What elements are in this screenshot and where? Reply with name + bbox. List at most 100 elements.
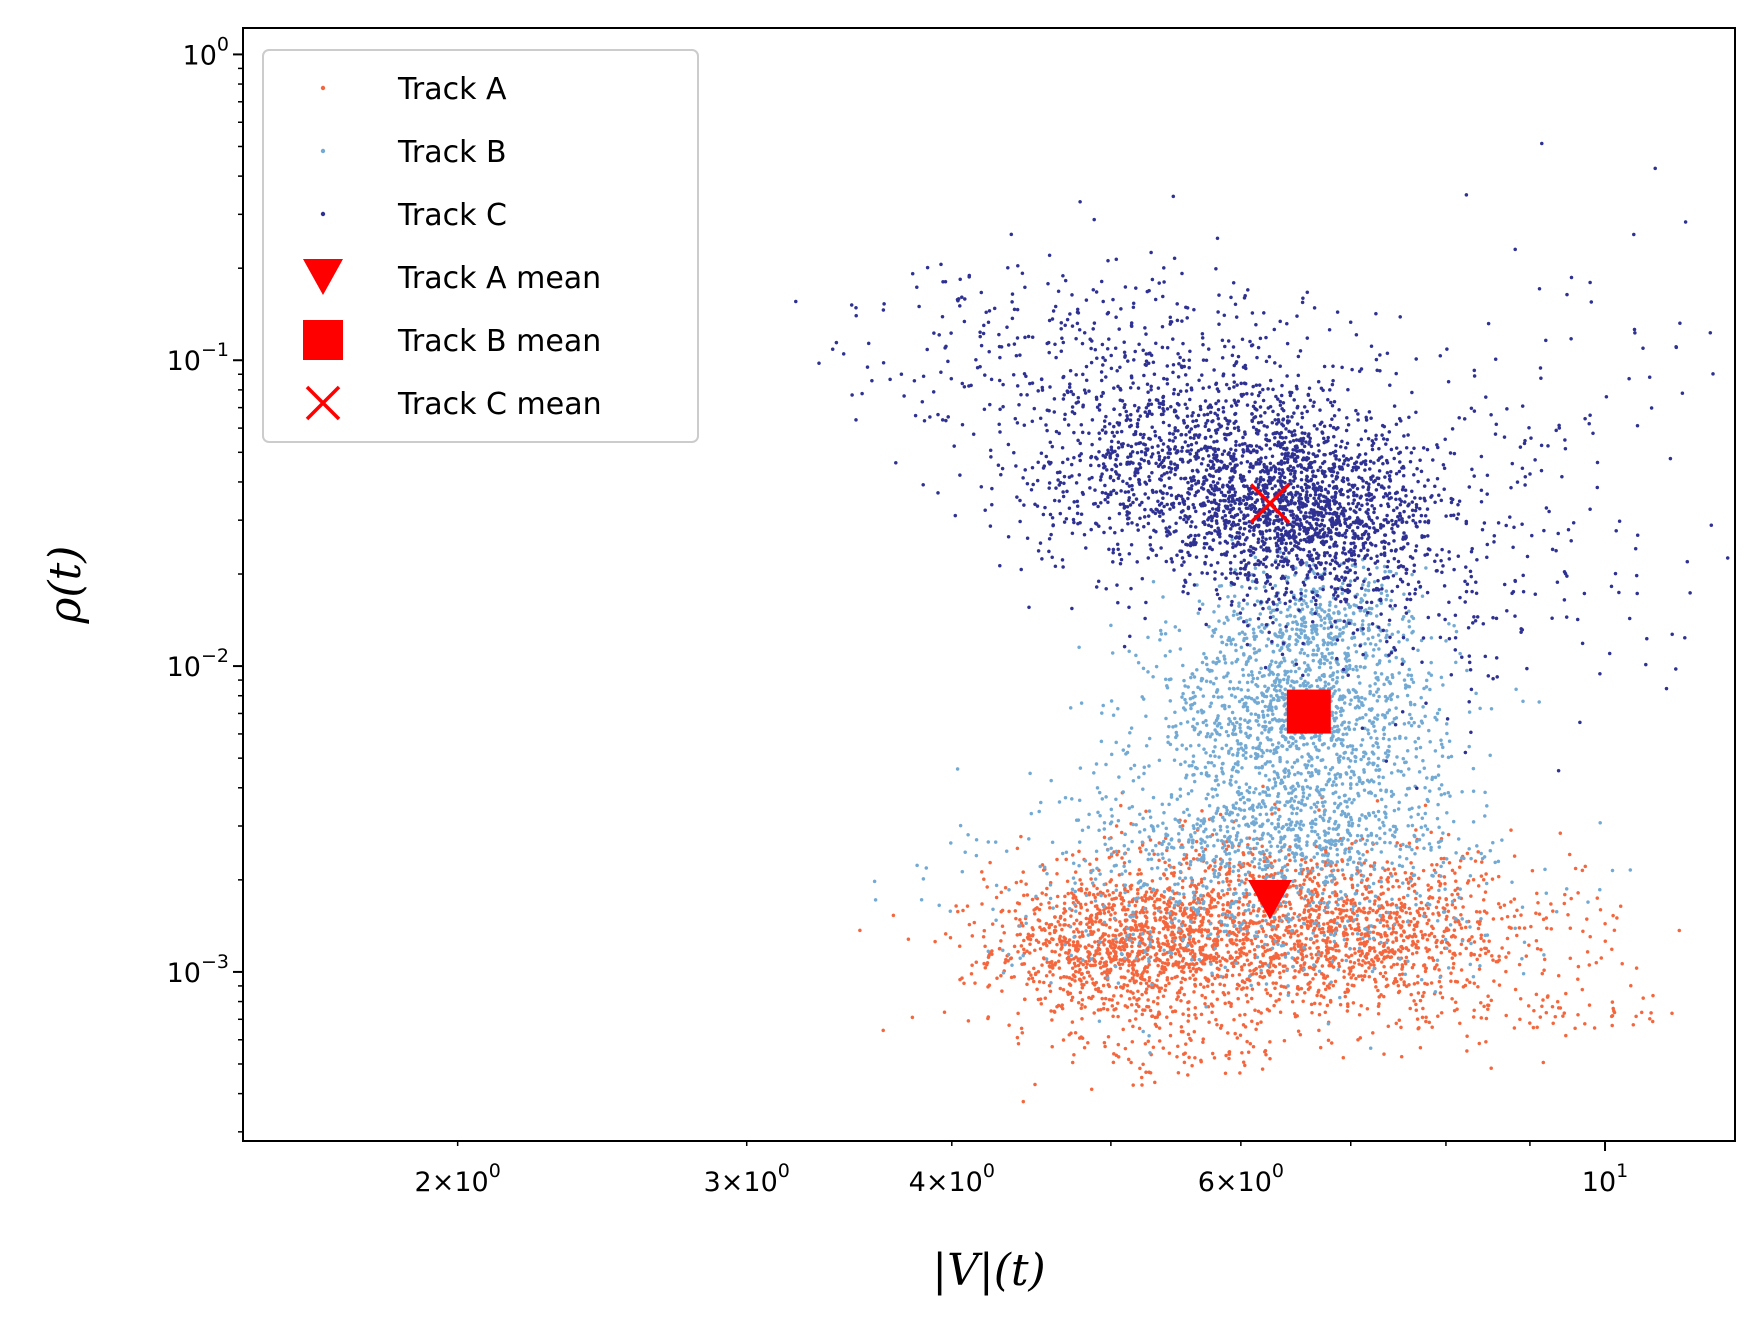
data-point <box>1369 831 1374 836</box>
data-point <box>1036 969 1041 974</box>
data-point <box>1202 876 1207 881</box>
data-point <box>1213 745 1217 749</box>
data-point <box>1397 640 1401 644</box>
data-point <box>1147 978 1151 983</box>
data-point <box>973 981 977 985</box>
data-point <box>1336 756 1341 761</box>
data-point <box>1379 591 1384 596</box>
data-point <box>1313 745 1318 749</box>
data-point <box>1191 690 1196 695</box>
data-point <box>1198 687 1203 691</box>
data-point <box>1293 923 1297 928</box>
data-point <box>1186 791 1191 796</box>
data-point <box>1084 946 1088 950</box>
data-point <box>1304 954 1309 959</box>
data-point <box>1098 813 1102 818</box>
data-point <box>1243 718 1247 723</box>
data-point <box>1386 867 1391 872</box>
data-point <box>1325 984 1330 989</box>
data-point <box>1395 912 1399 917</box>
data-point <box>1028 934 1032 938</box>
data-point <box>1192 1029 1197 1034</box>
data-point <box>1482 1004 1486 1009</box>
data-point <box>1254 846 1258 851</box>
data-point <box>1342 969 1346 974</box>
data-point <box>1144 848 1148 852</box>
data-point <box>1289 906 1293 911</box>
data-point <box>1248 726 1253 731</box>
data-point <box>1157 942 1161 946</box>
data-point <box>1358 869 1363 873</box>
data-point <box>1298 683 1303 688</box>
data-point <box>1096 989 1101 994</box>
data-point <box>1335 881 1339 885</box>
data-point <box>1350 821 1355 826</box>
data-point <box>1161 926 1166 931</box>
data-point <box>1249 754 1253 759</box>
data-point <box>1148 838 1153 842</box>
data-point <box>1025 949 1029 954</box>
data-point <box>1300 858 1304 862</box>
data-point <box>1296 933 1300 938</box>
data-point <box>1360 978 1365 982</box>
data-point <box>962 981 966 986</box>
data-point <box>1145 910 1149 914</box>
data-point <box>986 840 991 844</box>
data-point <box>1423 969 1428 974</box>
data-point <box>1429 845 1433 850</box>
data-point <box>1301 823 1306 827</box>
data-point <box>1268 1040 1272 1044</box>
data-point <box>1365 1007 1370 1011</box>
data-point <box>1157 989 1162 994</box>
data-point <box>1421 936 1425 940</box>
data-point <box>1144 1070 1148 1074</box>
data-point <box>1344 901 1349 906</box>
data-point <box>1141 666 1146 671</box>
data-point <box>1474 909 1479 914</box>
data-point <box>1212 763 1216 768</box>
data-point <box>1103 938 1107 942</box>
data-point <box>1196 611 1201 616</box>
data-point <box>1303 860 1308 865</box>
data-point <box>1192 920 1196 924</box>
data-point <box>1073 870 1078 874</box>
data-point <box>1161 856 1165 861</box>
data-point <box>1405 638 1410 642</box>
data-point <box>1535 1025 1539 1030</box>
data-point <box>1193 982 1197 987</box>
data-point <box>1061 1038 1066 1042</box>
data-point <box>1031 979 1036 984</box>
data-point <box>1058 976 1063 980</box>
data-point <box>1208 834 1213 839</box>
data-point <box>1340 723 1344 727</box>
data-point <box>1084 902 1088 907</box>
data-point <box>1339 813 1344 817</box>
data-point <box>1446 755 1451 760</box>
data-point <box>1121 790 1125 794</box>
data-point <box>1254 765 1258 770</box>
data-point <box>1241 851 1245 855</box>
data-point <box>961 908 965 913</box>
data-point <box>1399 933 1404 938</box>
data-point <box>1439 738 1443 743</box>
data-point <box>1021 870 1026 874</box>
data-point <box>1072 1053 1076 1057</box>
data-point <box>1391 926 1395 931</box>
data-point <box>1058 934 1062 939</box>
data-point <box>980 870 984 874</box>
data-point <box>1135 928 1140 933</box>
data-point <box>1421 705 1425 709</box>
data-point <box>1238 1071 1242 1075</box>
data-point <box>1231 765 1236 770</box>
data-point <box>1315 939 1319 943</box>
data-point <box>1293 772 1297 777</box>
data-point <box>1219 963 1223 968</box>
data-point <box>1283 770 1287 775</box>
data-point <box>1142 765 1147 770</box>
data-point <box>1289 791 1294 795</box>
data-point <box>1083 1005 1087 1009</box>
data-point <box>1355 694 1360 699</box>
data-point <box>1115 852 1119 857</box>
data-point <box>1488 848 1493 853</box>
data-point <box>1332 780 1336 784</box>
